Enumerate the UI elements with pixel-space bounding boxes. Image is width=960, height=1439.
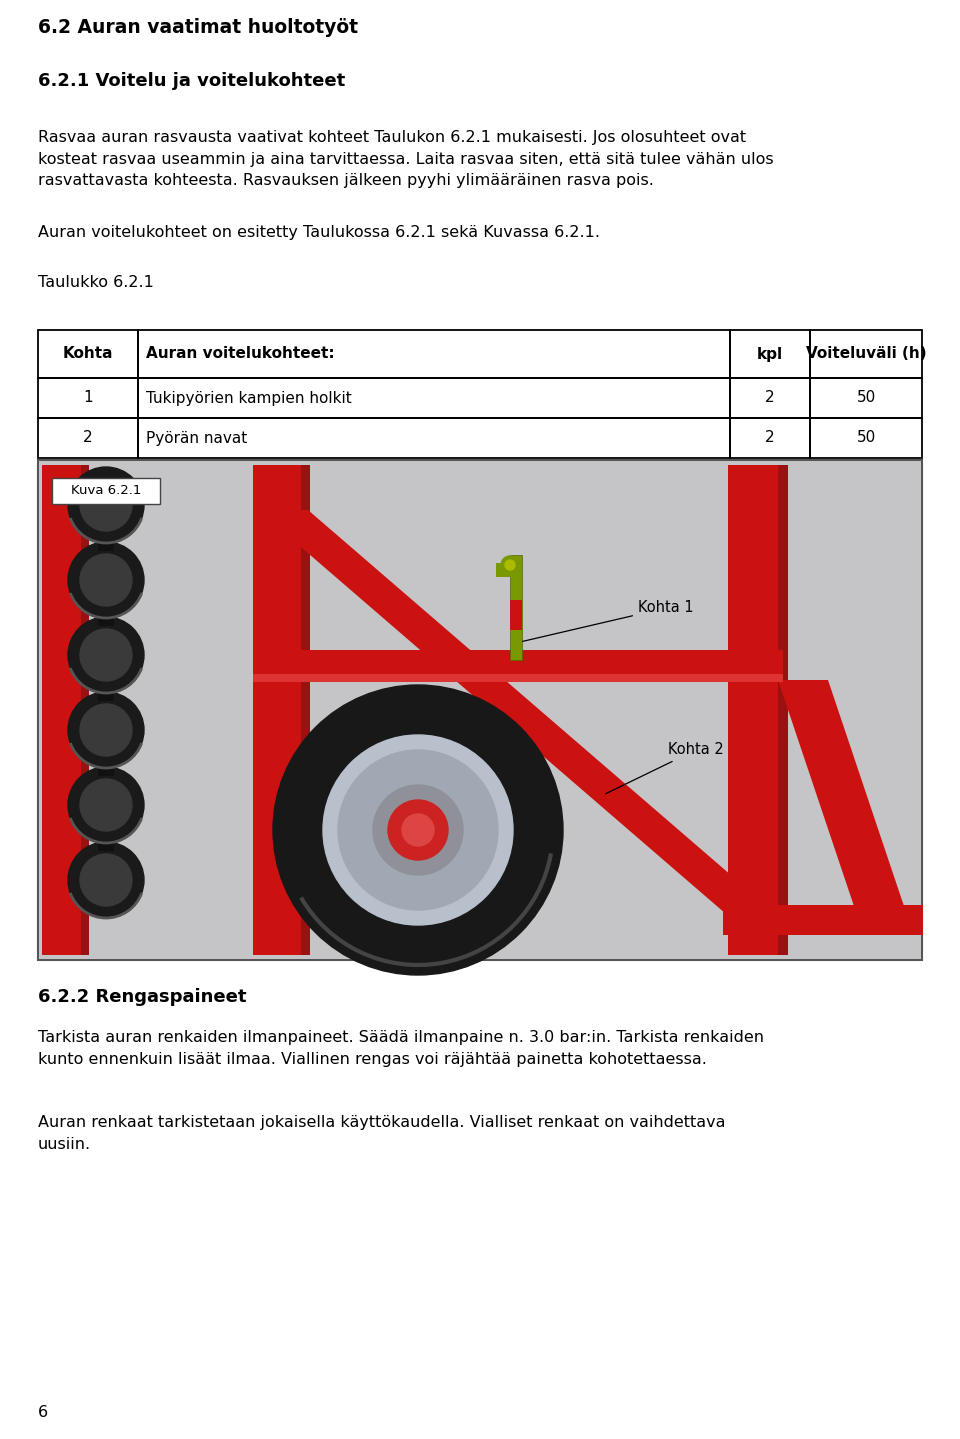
Bar <box>81 465 89 955</box>
Bar <box>810 417 922 458</box>
Bar <box>98 768 114 776</box>
Circle shape <box>68 617 144 694</box>
Text: Kohta 1: Kohta 1 <box>522 600 694 642</box>
Bar <box>730 378 810 417</box>
Text: Kohta: Kohta <box>62 347 113 361</box>
FancyBboxPatch shape <box>52 478 160 504</box>
Text: 6.2.1 Voitelu ja voitelukohteet: 6.2.1 Voitelu ja voitelukohteet <box>38 72 346 91</box>
Circle shape <box>68 543 144 617</box>
Bar <box>98 617 114 626</box>
Text: Rasvaa auran rasvausta vaativat kohteet Taulukon 6.2.1 mukaisesti. Jos olosuhtee: Rasvaa auran rasvausta vaativat kohteet … <box>38 130 774 189</box>
Text: 6.2.2 Rengaspaineet: 6.2.2 Rengaspaineet <box>38 989 247 1006</box>
Text: Voiteluväli (h): Voiteluväli (h) <box>805 347 926 361</box>
Bar <box>730 417 810 458</box>
Circle shape <box>338 750 498 909</box>
Bar <box>301 465 310 955</box>
Bar <box>38 460 922 960</box>
Text: Kohta 2: Kohta 2 <box>606 743 724 794</box>
Circle shape <box>388 800 448 861</box>
Bar <box>253 673 783 682</box>
Bar <box>728 465 778 955</box>
Polygon shape <box>778 681 912 930</box>
Circle shape <box>402 814 434 846</box>
Circle shape <box>80 629 132 681</box>
Text: Taulukko 6.2.1: Taulukko 6.2.1 <box>38 275 154 291</box>
Text: 6: 6 <box>38 1404 48 1420</box>
Circle shape <box>505 560 515 570</box>
Text: 1: 1 <box>84 390 93 406</box>
Text: Tarkista auran renkaiden ilmanpaineet. Säädä ilmanpaine n. 3.0 bar:in. Tarkista : Tarkista auran renkaiden ilmanpaineet. S… <box>38 1030 764 1066</box>
Bar <box>42 465 84 955</box>
Circle shape <box>68 468 144 543</box>
Text: 6.2 Auran vaatimat huoltotyöt: 6.2 Auran vaatimat huoltotyöt <box>38 19 358 37</box>
Text: Kuva 6.2.1: Kuva 6.2.1 <box>71 485 141 498</box>
Circle shape <box>80 704 132 755</box>
Circle shape <box>68 692 144 768</box>
Bar <box>730 330 810 378</box>
Text: Auran renkaat tarkistetaan jokaisella käyttökaudella. Vialliset renkaat on vaihd: Auran renkaat tarkistetaan jokaisella kä… <box>38 1115 726 1151</box>
Text: 2: 2 <box>765 390 775 406</box>
Circle shape <box>80 554 132 606</box>
Text: 50: 50 <box>856 430 876 446</box>
Text: Auran voitelukohteet on esitetty Taulukossa 6.2.1 sekä Kuvassa 6.2.1.: Auran voitelukohteet on esitetty Tauluko… <box>38 224 600 240</box>
Bar <box>39 460 921 958</box>
Bar <box>253 650 783 678</box>
Bar <box>138 417 730 458</box>
Bar <box>778 465 788 955</box>
Bar <box>723 905 923 935</box>
Text: Auran voitelukohteet:: Auran voitelukohteet: <box>146 347 335 361</box>
Bar <box>253 465 301 955</box>
Bar <box>98 543 114 551</box>
Circle shape <box>80 778 132 830</box>
Bar <box>98 843 114 850</box>
Circle shape <box>273 685 563 976</box>
Bar <box>810 378 922 417</box>
Bar <box>510 600 522 630</box>
Bar <box>510 555 522 661</box>
Bar <box>496 563 518 577</box>
Text: Tukipyörien kampien holkit: Tukipyörien kampien holkit <box>146 390 351 406</box>
Text: 2: 2 <box>84 430 93 446</box>
Polygon shape <box>258 509 783 920</box>
Bar <box>138 330 730 378</box>
Bar <box>138 378 730 417</box>
Circle shape <box>80 853 132 907</box>
Bar <box>38 417 138 458</box>
Circle shape <box>68 767 144 843</box>
Text: Pyörän navat: Pyörän navat <box>146 430 248 446</box>
Bar <box>38 330 138 378</box>
Text: 50: 50 <box>856 390 876 406</box>
Circle shape <box>323 735 513 925</box>
Bar <box>810 330 922 378</box>
Text: kpl: kpl <box>756 347 783 361</box>
Bar <box>98 694 114 701</box>
Circle shape <box>501 555 519 574</box>
Circle shape <box>68 842 144 918</box>
Bar <box>38 378 138 417</box>
Text: 2: 2 <box>765 430 775 446</box>
Circle shape <box>373 786 463 875</box>
Circle shape <box>80 479 132 531</box>
